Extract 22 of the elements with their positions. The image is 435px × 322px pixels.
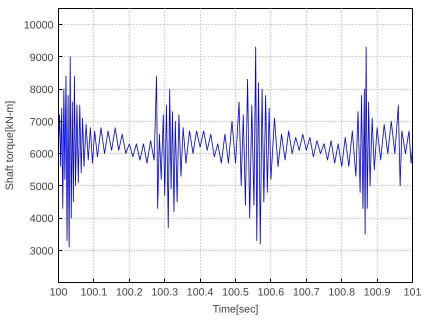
y-tick-label: 7000 — [30, 116, 54, 128]
x-tick-label: 101 — [404, 286, 422, 298]
y-tick-label: 5000 — [30, 180, 54, 193]
y-tick-label: 10000 — [24, 20, 54, 32]
y-tick-label: 4000 — [30, 213, 54, 226]
y-tick-label: 6000 — [30, 148, 54, 161]
x-tick-label: 100.2 — [116, 286, 143, 298]
x-tick-label: 100.6 — [258, 286, 284, 298]
y-tick-label: 3000 — [30, 245, 54, 258]
x-axis-title: Time[sec] — [212, 304, 258, 316]
x-tick-label: 100.5 — [222, 286, 249, 298]
y-tick-label: 8000 — [30, 84, 54, 96]
line-series — [58, 46, 412, 248]
x-tick-label: 100.3 — [151, 286, 178, 298]
x-tick-label: 100.1 — [80, 286, 108, 298]
y-axis-title: Shaft torque[kN-m] — [4, 100, 16, 190]
x-tick-label: 100.9 — [364, 286, 391, 298]
x-tick-label: 100.4 — [186, 286, 214, 298]
y-tick-label: 9000 — [30, 52, 54, 64]
x-tick-label: 100 — [50, 286, 68, 298]
x-tick-label: 100.7 — [292, 286, 320, 298]
x-tick-label: 100.8 — [328, 286, 356, 298]
